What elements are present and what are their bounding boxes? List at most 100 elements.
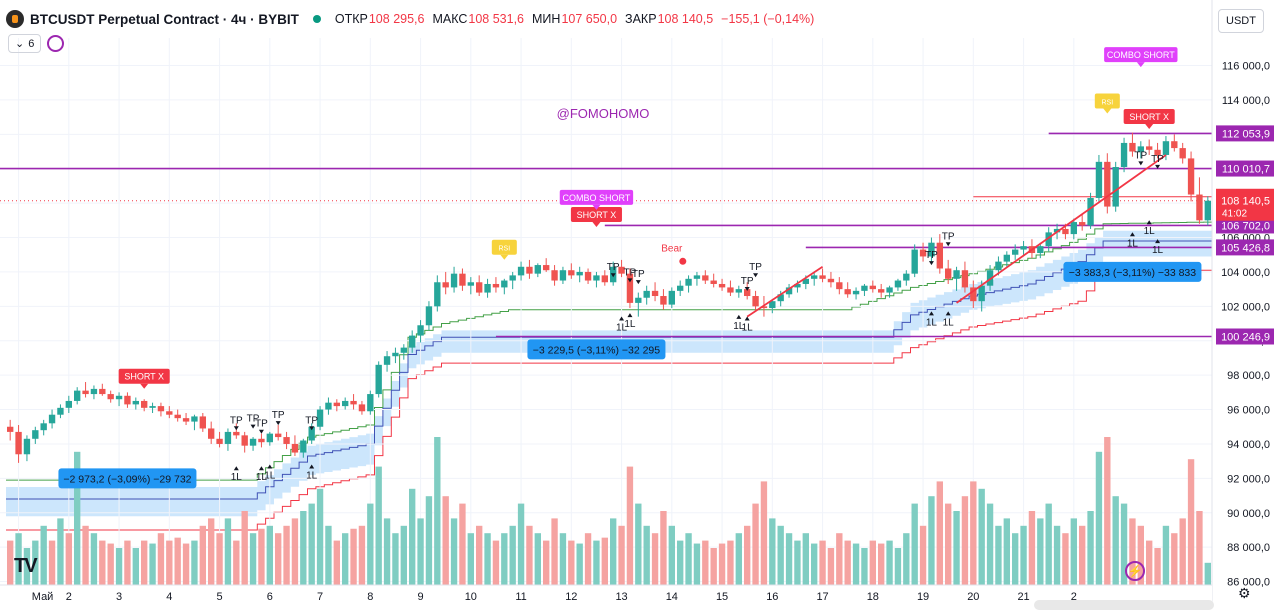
volume-bar <box>358 525 366 585</box>
tp-mark: TP <box>255 419 268 430</box>
candle-body <box>668 290 675 305</box>
candle-body <box>208 428 215 439</box>
price-level-tag-text: 100 246,9 <box>1221 331 1270 343</box>
signal-label-pointer <box>1145 124 1154 130</box>
candle-body <box>174 414 181 419</box>
volume-bar <box>74 451 81 585</box>
volume-bar <box>191 540 198 585</box>
candle-body <box>1095 161 1103 198</box>
currency-button[interactable]: USDT <box>1218 9 1264 33</box>
time-tick-label: 16 <box>766 591 778 603</box>
gear-icon[interactable]: ⚙ <box>1238 585 1251 601</box>
candle-body <box>316 409 324 427</box>
candle-layer <box>7 132 1211 463</box>
price-tick-label: 88 000,0 <box>1227 542 1270 554</box>
volume-bar <box>953 511 960 585</box>
long-arrow <box>736 314 742 319</box>
volume-bar <box>1137 525 1144 585</box>
volume-bar <box>199 525 206 585</box>
loss-box-text: −3 383,3 (−3,11%) −33 833 <box>1069 267 1197 279</box>
lightning-icon[interactable]: ⚡ <box>1125 561 1145 581</box>
signal-label-text: SHORT X <box>577 210 617 220</box>
symbol-icon <box>6 10 24 28</box>
volume-bar <box>911 503 918 585</box>
signal-label-layer: SHORT X SHORT X SHORT X COMBO SHORT COMBO SH… <box>58 47 1202 489</box>
chart-header: BTCUSDT Perpetual Contract · 4ч · BYBIT … <box>6 7 814 31</box>
tp-arrow <box>1155 164 1161 169</box>
candle-body <box>15 431 22 455</box>
volume-bar <box>48 540 56 585</box>
volume-bar <box>107 543 114 585</box>
volume-bar <box>769 518 776 585</box>
price-tick-label: 102 000,0 <box>1221 301 1270 313</box>
volume-bar <box>794 540 801 585</box>
volume-bar <box>132 548 139 585</box>
volume-bar <box>836 533 843 585</box>
price-level-tag <box>1216 160 1274 177</box>
time-tick-label: 13 <box>615 591 627 603</box>
candle-body <box>291 443 299 453</box>
bottom-toolbar[interactable] <box>1034 600 1214 610</box>
volume-bar <box>919 525 927 585</box>
long-arrow <box>233 466 239 471</box>
candle-body <box>936 242 943 269</box>
price-level-tag <box>1216 328 1274 345</box>
loss-box-text: −2 973,2 (−3,09%) −29 732 <box>63 473 191 485</box>
volume-bar <box>978 488 985 585</box>
long-mark: 1L <box>231 472 243 483</box>
candle-body <box>1154 149 1161 155</box>
candle-body <box>241 435 248 446</box>
candle-body <box>677 285 684 291</box>
price-axis-bg <box>1212 0 1280 607</box>
candle-body <box>383 356 391 365</box>
candle-body <box>685 278 692 286</box>
tp-mark: TP <box>607 262 620 273</box>
volume-bar <box>1112 496 1119 585</box>
candle-body <box>325 402 332 410</box>
candle-body <box>1045 232 1052 247</box>
volume-bar <box>852 543 860 585</box>
volume-bar <box>610 518 617 585</box>
candle-body <box>266 433 273 443</box>
tp-mark: TP <box>749 262 762 273</box>
candle-body <box>400 347 407 353</box>
tp-arrow <box>258 429 264 434</box>
tp-arrow <box>233 426 239 431</box>
symbol-title[interactable]: BTCUSDT Perpetual Contract · 4ч · BYBIT <box>30 11 299 27</box>
candle-body <box>484 283 491 293</box>
volume-bar <box>216 533 223 585</box>
candle-body <box>1062 228 1069 235</box>
candle-body <box>1187 158 1195 195</box>
volume-bar <box>342 533 349 585</box>
volume-bar <box>543 540 550 585</box>
candle-body <box>903 273 910 281</box>
ohlc-low: МИН107 650,0 <box>532 12 618 26</box>
candle-body <box>618 266 625 274</box>
candle-body <box>23 438 31 455</box>
candle-body <box>492 283 500 288</box>
candle-body <box>149 406 156 408</box>
volume-bar <box>878 543 885 585</box>
tp-mark: TP <box>624 267 637 278</box>
time-tick-label: 6 <box>267 591 273 603</box>
indicator-toggle[interactable]: ⌄ 6 <box>8 34 42 53</box>
volume-bar <box>316 488 324 585</box>
candle-body <box>1070 222 1077 235</box>
volume-bar <box>350 528 357 585</box>
volume-bar <box>40 525 47 585</box>
loss-box <box>527 339 666 360</box>
sync-icon[interactable] <box>47 35 65 52</box>
volume-bar <box>233 540 240 585</box>
signal-label-pointer <box>592 222 601 228</box>
long-mark: 1L <box>1152 245 1164 256</box>
volume-bar <box>551 518 558 585</box>
volume-bar <box>903 533 910 585</box>
long-mark: 1L <box>264 470 276 481</box>
volume-bar <box>945 503 952 585</box>
price-tick-label: 104 000,0 <box>1221 267 1270 279</box>
price-tick-label: 116 000,0 <box>1222 61 1270 73</box>
volume-bar <box>32 540 39 585</box>
candle-body <box>32 430 39 439</box>
candle-body <box>1087 197 1094 226</box>
